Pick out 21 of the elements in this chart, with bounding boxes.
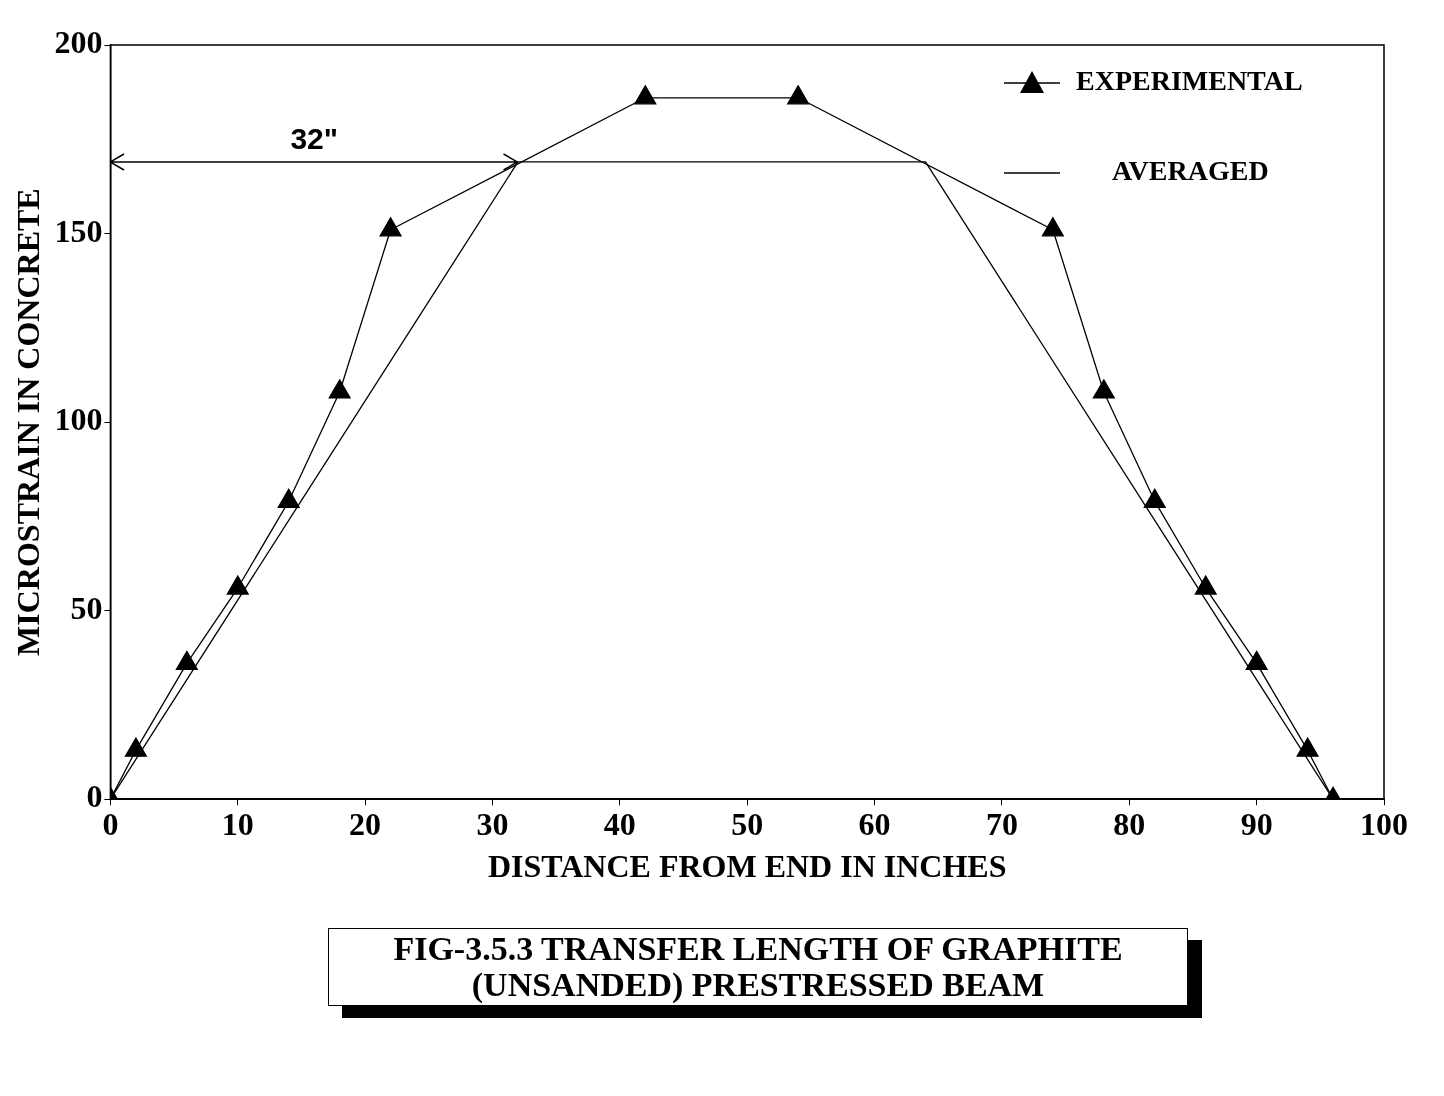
legend-label: AVERAGED	[1112, 155, 1269, 187]
x-tick-label: 20	[349, 805, 382, 842]
x-tick-label: 80	[1113, 805, 1146, 842]
x-tick-label: 40	[603, 805, 636, 842]
y-tick-label: 100	[54, 401, 103, 438]
y-tick-label: 200	[54, 24, 103, 61]
x-tick-label: 70	[985, 805, 1018, 842]
legend-label: EXPERIMENTAL	[1076, 65, 1303, 97]
x-tick-label: 50	[731, 805, 764, 842]
x-axis-title: DISTANCE FROM END IN INCHES	[487, 848, 1007, 885]
text: FIG-3.5.3 TRANSFER LENGTH OF GRAPHITE (UNSANDED) PRESTRESSED BEAM	[328, 928, 1188, 1006]
x-tick-label: 100	[1360, 805, 1408, 842]
x-tick-label: 90	[1240, 805, 1273, 842]
y-tick-label: 50	[70, 589, 103, 626]
y-tick-label: 150	[54, 212, 103, 249]
y-axis-title: MICROSTRAIN IN CONCRETE	[10, 188, 47, 656]
x-tick-label: 10	[221, 805, 254, 842]
annotation: 32"	[290, 122, 338, 156]
y-tick-label: 0	[86, 778, 103, 815]
x-tick-label: 60	[858, 805, 891, 842]
x-tick-label: 30	[476, 805, 509, 842]
